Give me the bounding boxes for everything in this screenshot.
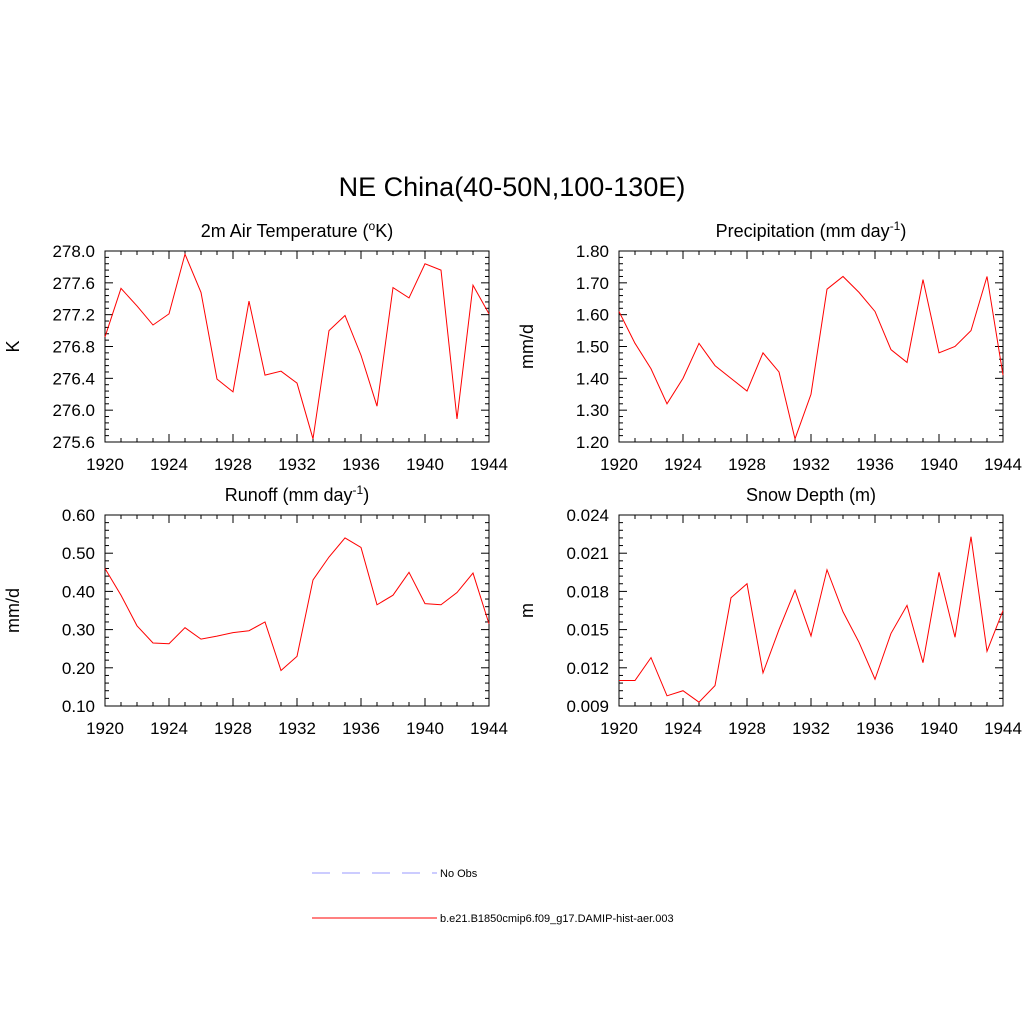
y-tick-label: 0.50	[62, 544, 95, 563]
y-tick-label: 0.20	[62, 659, 95, 678]
plot-frame	[618, 250, 1004, 443]
y-tick-label: 0.015	[566, 621, 609, 640]
x-tick-label: 1944	[984, 455, 1022, 474]
x-tick-label: 1932	[278, 455, 316, 474]
y-tick-label: 0.012	[566, 659, 609, 678]
y-tick-label: 277.2	[52, 306, 95, 325]
y-tick-label: 1.70	[576, 274, 609, 293]
y-tick-label: 277.6	[52, 274, 95, 293]
y-tick-label: 276.8	[52, 338, 95, 357]
legend-label: b.e21.B1850cmip6.f09_g17.DAMIP-hist-aer.…	[440, 913, 674, 925]
x-tick-label: 1936	[856, 719, 894, 738]
y-tick-label: 276.0	[52, 401, 95, 420]
y-tick-label: 278.0	[52, 242, 95, 261]
x-tick-label: 1924	[664, 719, 702, 738]
series-line	[619, 536, 1004, 703]
y-tick-label: 1.30	[576, 401, 609, 420]
x-tick-label: 1940	[406, 719, 444, 738]
x-tick-label: 1940	[920, 455, 958, 474]
y-tick-label: 275.6	[52, 433, 95, 452]
series-line	[104, 252, 490, 439]
series-line	[104, 537, 490, 672]
y-tick-label: 1.80	[576, 242, 609, 261]
x-tick-label: 1920	[86, 719, 124, 738]
x-tick-label: 1932	[278, 719, 316, 738]
y-axis-label: K	[3, 340, 23, 352]
main-title: NE China(40-50N,100-130E)	[339, 172, 686, 202]
y-tick-label: 0.30	[62, 621, 95, 640]
x-tick-label: 1924	[664, 455, 702, 474]
y-tick-label: 0.40	[62, 582, 95, 601]
y-tick-label: 1.20	[576, 433, 609, 452]
x-tick-label: 1936	[342, 455, 380, 474]
panel-2: Precipitation (mm day-1) mm/d 1920 1924 1928…	[517, 219, 1022, 474]
y-axis-label: mm/d	[517, 324, 537, 369]
x-tick-label: 1944	[470, 455, 508, 474]
x-tick-label: 1936	[856, 455, 894, 474]
x-tick-label: 1940	[406, 455, 444, 474]
panel-title: Precipitation (mm day-1)	[716, 219, 907, 241]
x-tick-label: 1944	[984, 719, 1022, 738]
panels: 2m Air Temperature (oK) K 1920 1924 1928 1932…	[3, 219, 1022, 738]
y-tick-label: 0.60	[62, 506, 95, 525]
x-tick-label: 1928	[728, 719, 766, 738]
y-tick-label: 1.40	[576, 369, 609, 388]
y-tick-label: 0.021	[566, 544, 609, 563]
x-tick-label: 1932	[792, 455, 830, 474]
y-tick-label: 0.024	[566, 506, 609, 525]
panel-3: Runoff (mm day-1) mm/d 1920 1924 1928 1932 193…	[3, 483, 508, 738]
plot-frame	[104, 514, 490, 707]
x-tick-label: 1920	[600, 719, 638, 738]
x-tick-label: 1920	[600, 455, 638, 474]
plot-frame	[618, 514, 1004, 707]
x-tick-label: 1924	[150, 455, 188, 474]
x-tick-label: 1932	[792, 719, 830, 738]
x-tick-label: 1936	[342, 719, 380, 738]
panel-1: 2m Air Temperature (oK) K 1920 1924 1928 1932…	[3, 219, 508, 474]
y-tick-label: 0.009	[566, 697, 609, 716]
y-axis-label: mm/d	[3, 588, 23, 633]
panel-title: Snow Depth (m)	[746, 485, 876, 505]
panel-title: Runoff (mm day-1)	[225, 483, 369, 505]
x-tick-label: 1920	[86, 455, 124, 474]
x-tick-label: 1928	[214, 455, 252, 474]
y-axis-label: m	[517, 603, 537, 618]
y-tick-label: 1.60	[576, 306, 609, 325]
series-line	[618, 275, 1004, 441]
x-tick-label: 1928	[728, 455, 766, 474]
y-tick-label: 0.10	[62, 697, 95, 716]
x-tick-label: 1940	[920, 719, 958, 738]
y-tick-label: 276.4	[52, 369, 95, 388]
y-tick-label: 0.018	[566, 582, 609, 601]
plot-frame	[104, 250, 490, 443]
legend: No Obs b.e21.B1850cmip6.f09_g17.DAMIP-his…	[312, 868, 674, 925]
panel-title: 2m Air Temperature (oK)	[201, 219, 393, 241]
y-tick-label: 1.50	[576, 338, 609, 357]
panel-4: Snow Depth (m) m 1920 1924 1928 1932 1936 1940 1…	[517, 485, 1022, 738]
x-tick-label: 1928	[214, 719, 252, 738]
x-tick-label: 1924	[150, 719, 188, 738]
x-tick-label: 1944	[470, 719, 508, 738]
legend-label: No Obs	[440, 868, 478, 880]
